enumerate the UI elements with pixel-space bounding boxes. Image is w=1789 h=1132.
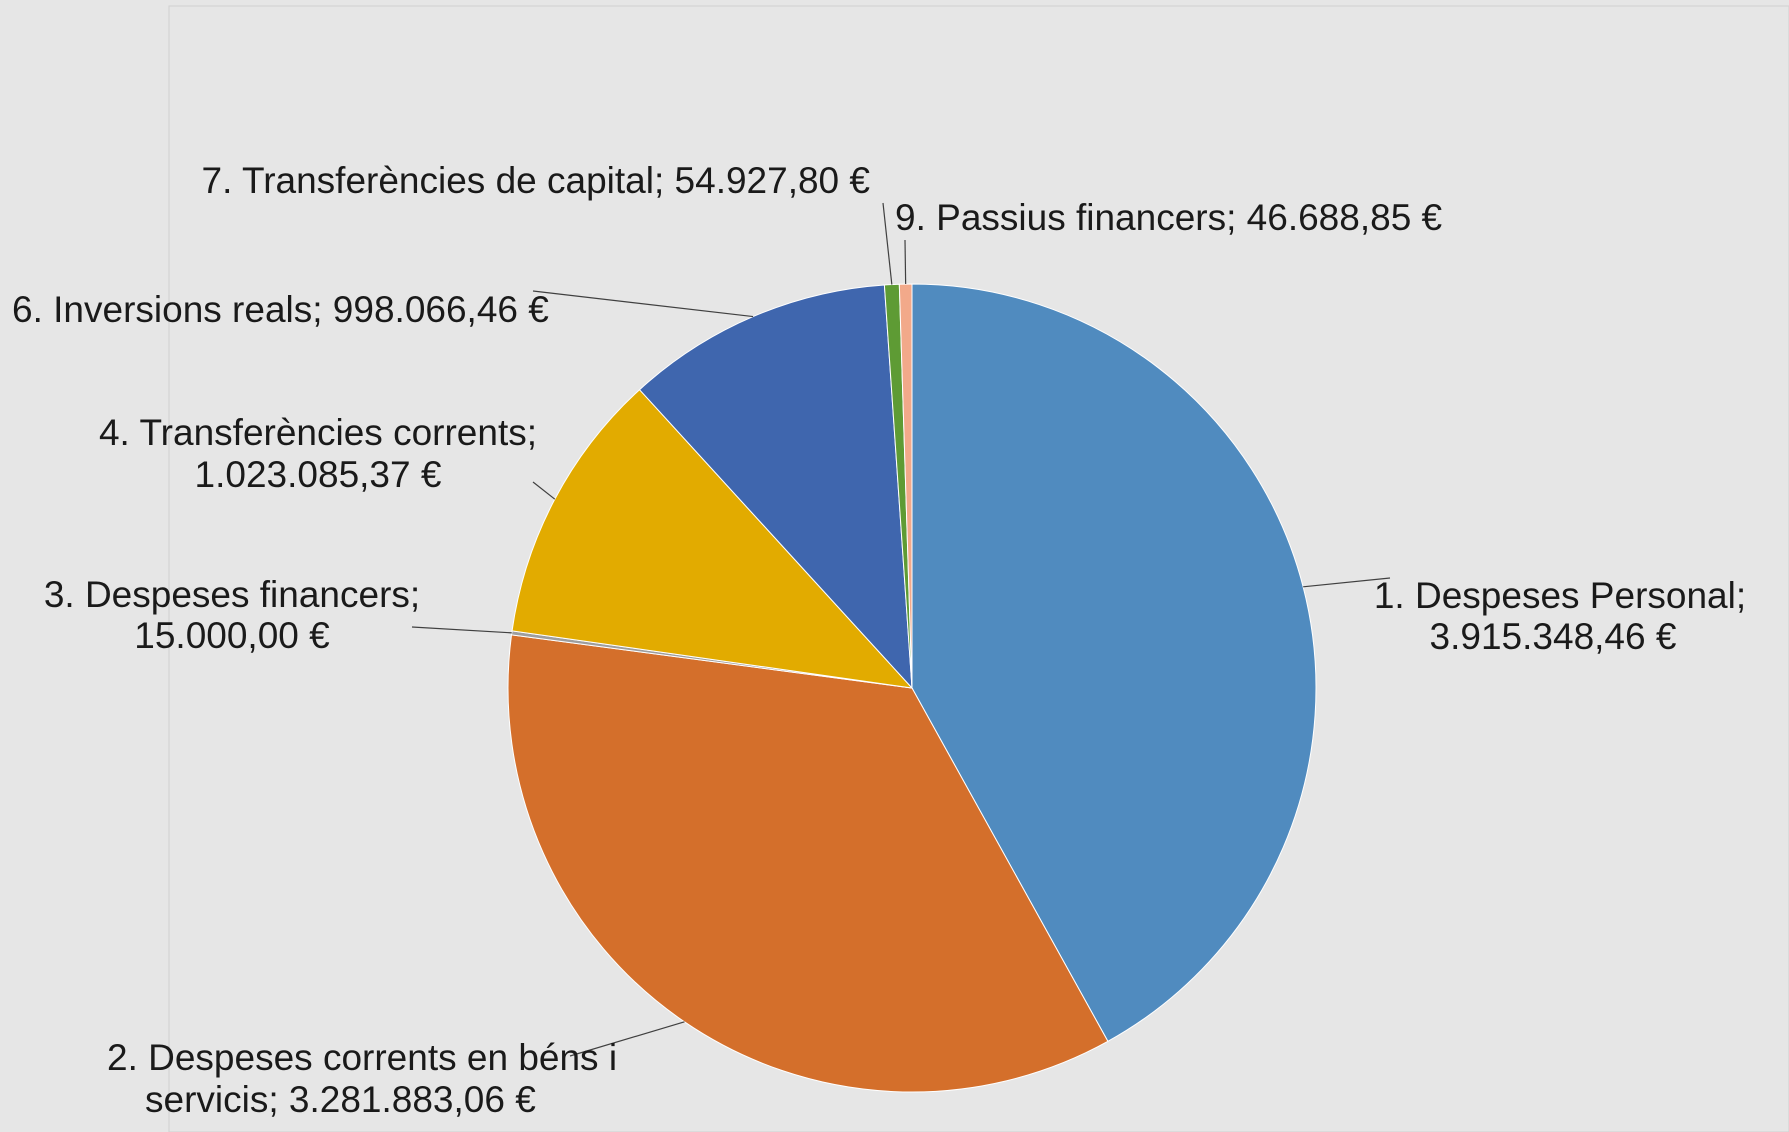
leader-line [411, 626, 512, 634]
label-passius-financers: 9. Passius financers; 46.688,85 € [895, 197, 1443, 238]
slice-transferencies-corrents [511, 388, 914, 689]
label-inversions-reals: 6. Inversions reals; 998.066,46 € [12, 289, 549, 330]
slice-despeses-corrents [507, 634, 1109, 1093]
leader-line [569, 1021, 685, 1057]
label-despeses-corrents-value: servicis; 3.281.883,06 € [145, 1079, 536, 1120]
leader-line [532, 290, 754, 318]
leader-line [532, 481, 556, 500]
slice-despeses-personal [911, 283, 1317, 1043]
label-despeses-personal-name: 1. Despeses Personal; [1374, 575, 1746, 616]
label-despeses-financers-value: 15.000,00 € [134, 615, 330, 656]
leader-line [1303, 577, 1391, 588]
leader-line [904, 239, 907, 285]
label-despeses-corrents-name: 2. Despeses corrents en béns i [107, 1037, 617, 1078]
leader-line [882, 202, 893, 285]
label-despeses-personal-value: 3.915.348,46 € [1430, 616, 1677, 657]
label-despeses-financers-name: 3. Despeses financers; [44, 574, 420, 615]
label-transferencies-corrents-value: 1.023.085,37 € [195, 454, 442, 495]
slice-inversions-reals [638, 284, 913, 690]
label-transferencies-capital: 7. Transferències de capital; 54.927,80 … [202, 160, 871, 201]
label-transferencies-corrents-name: 4. Transferències corrents; [99, 412, 537, 453]
